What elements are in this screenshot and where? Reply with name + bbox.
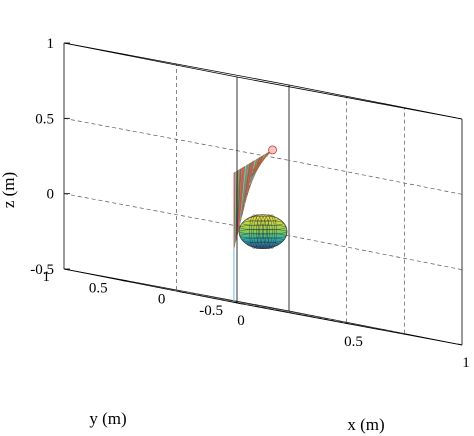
ellipsoid-latitude: [238, 228, 288, 235]
z-axis-label: z (m): [0, 172, 18, 208]
y-tick-label: 0.5: [89, 280, 108, 296]
ellipsoid-meridian: [263, 214, 275, 249]
y-tick-label: 1: [43, 269, 51, 285]
dashed-grid-lines: [63, 64, 463, 335]
x-tick: [457, 343, 463, 346]
z-tick-label: -0.5: [30, 262, 54, 278]
x-tick-label: 1: [462, 355, 470, 371]
box-edge: [288, 84, 463, 120]
box-edge: [63, 42, 290, 86]
plot-box-back-edges: [63, 43, 463, 346]
y-axis-label: y (m): [89, 409, 126, 428]
ellipsoid-latitude: [239, 233, 287, 239]
plot-objects: [233, 145, 288, 302]
z-tick-label: 1: [47, 36, 55, 52]
x-axis-label: x (m): [347, 415, 384, 434]
y-tick: [121, 279, 127, 282]
ellipsoid-latitude: [242, 237, 284, 243]
ellipsoid-meridian: [267, 214, 277, 249]
ellipsoid-latitude: [242, 220, 284, 226]
z-tick-label: 0.5: [35, 111, 54, 127]
box-edge: [63, 268, 238, 304]
tip-marker: [268, 145, 277, 155]
grid-line: [288, 159, 463, 195]
ellipsoid-latitude: [239, 224, 287, 231]
y-tick-label: -0.5: [199, 303, 223, 319]
x-tick-label: 0: [237, 313, 245, 329]
ellipsoid-meridian: [259, 214, 273, 249]
grid-line: [63, 117, 290, 161]
y-tick: [236, 302, 243, 305]
ellipsoid: [238, 214, 288, 250]
ellipsoid-meridian: [251, 214, 263, 249]
ellipsoid-meridian: [249, 214, 259, 249]
x-tick: [345, 322, 350, 325]
y-tick-label: 0: [158, 292, 166, 308]
y-tick: [179, 291, 185, 294]
x-tick: [232, 301, 238, 304]
ellipsoid-meridian: [256, 214, 270, 249]
x-tick-label: 0.5: [344, 334, 363, 350]
ellipsoid-meridian: [253, 214, 267, 249]
plot-box-front-edges: [63, 42, 463, 346]
z-tick-label: 0: [47, 187, 55, 203]
grid-line: [288, 235, 463, 271]
y-tick: [63, 268, 70, 271]
